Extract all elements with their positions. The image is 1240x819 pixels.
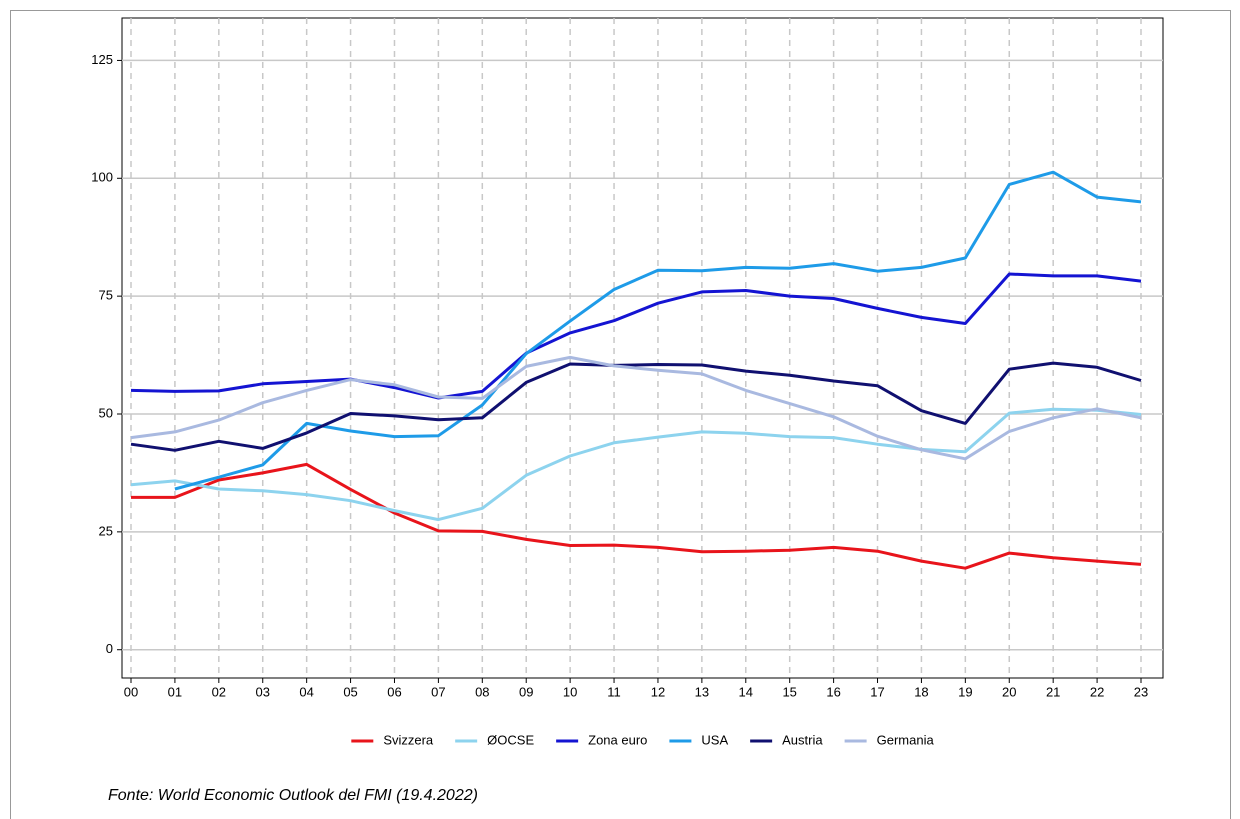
x-tick-label: 05 xyxy=(343,684,357,699)
x-tick-label: 13 xyxy=(695,684,709,699)
legend-label: ØOCSE xyxy=(487,732,534,747)
source: Fonte: World Economic Outlook del FMI (1… xyxy=(108,787,478,804)
x-tick-label: 02 xyxy=(212,684,226,699)
x-tick-label: 19 xyxy=(958,684,972,699)
x-tick-label: 03 xyxy=(256,684,270,699)
x-tick-label: 14 xyxy=(739,684,753,699)
x-tick-label: 06 xyxy=(387,684,401,699)
legend-label: Germania xyxy=(877,732,935,747)
series-line xyxy=(130,361,1142,452)
x-tick-label: 01 xyxy=(168,684,182,699)
x-tick-label: 22 xyxy=(1090,684,1104,699)
y-tick-label: 75 xyxy=(99,288,113,303)
series-line xyxy=(131,462,1142,570)
x-tick-label: 17 xyxy=(870,684,884,699)
x-tick-label: 15 xyxy=(782,684,796,699)
x-tick-label: 00 xyxy=(124,684,138,699)
y-tick-label: 0 xyxy=(106,641,113,656)
y-tick-label: 100 xyxy=(91,170,113,185)
x-tick-label: 23 xyxy=(1134,684,1148,699)
legend-label: Zona euro xyxy=(588,732,647,747)
legend-label: Austria xyxy=(782,732,823,747)
x-tick-label: 10 xyxy=(563,684,577,699)
y-tick-label: 25 xyxy=(99,523,113,538)
x-tick-label: 09 xyxy=(519,684,533,699)
x-tick-label: 08 xyxy=(475,684,489,699)
series-line xyxy=(130,272,1142,400)
x-tick-label: 11 xyxy=(607,684,621,699)
x-tick-label: 16 xyxy=(826,684,840,699)
plot-frame xyxy=(121,17,1164,679)
x-tick-label: 20 xyxy=(1002,684,1016,699)
x-tick-label: 04 xyxy=(299,684,313,699)
x-tick-label: 21 xyxy=(1046,684,1060,699)
frame xyxy=(10,10,1231,819)
series-line xyxy=(130,407,1142,522)
y-tick-label: 125 xyxy=(91,52,113,67)
y-tick-label: 50 xyxy=(99,405,113,420)
series-line xyxy=(174,170,1142,491)
x-tick-label: 07 xyxy=(431,684,445,699)
x-tick-label: 12 xyxy=(651,684,665,699)
series-line xyxy=(130,355,1142,461)
legend-label: Svizzera xyxy=(383,732,434,747)
legend-label: USA xyxy=(701,732,728,747)
x-tick-label: 18 xyxy=(914,684,928,699)
